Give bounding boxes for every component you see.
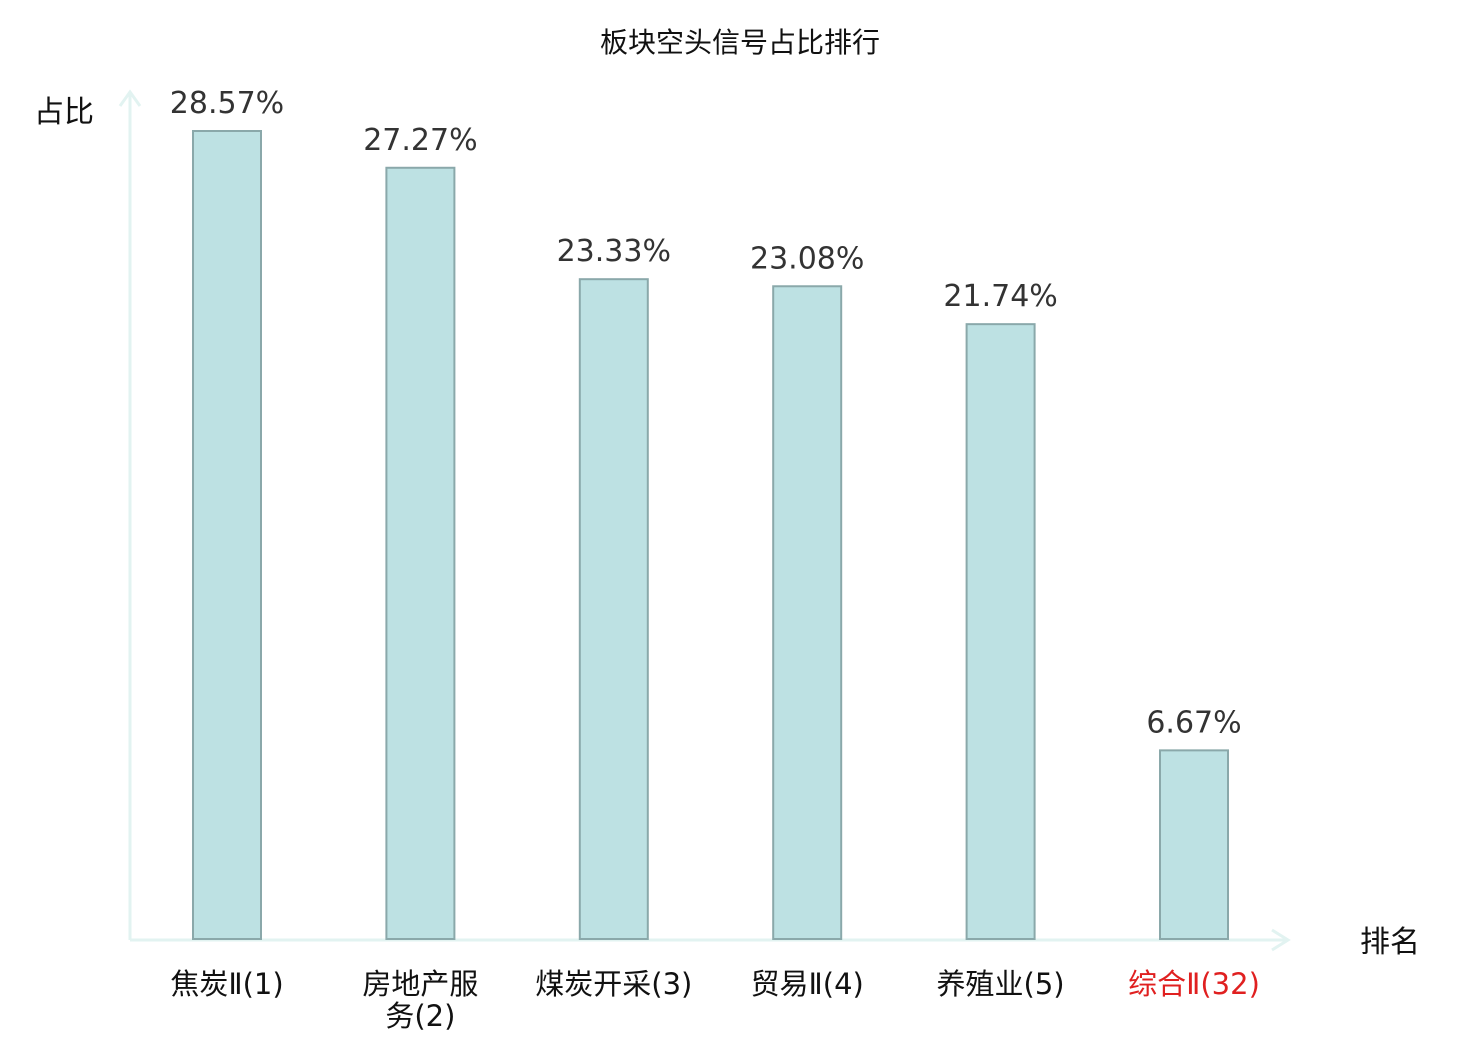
value-label-5: 21.74%: [943, 279, 1057, 314]
bar-2: [385, 166, 456, 941]
bar-3: [578, 278, 649, 941]
bar-1: [192, 130, 262, 940]
category-label-5: 养殖业(5): [937, 967, 1065, 1001]
value-label-3: 23.33%: [557, 234, 671, 269]
x-axis-arrow: [1271, 928, 1291, 952]
category-label-3: 煤炭开采(3): [535, 967, 692, 1001]
category-label-1: 焦炭Ⅱ(1): [170, 967, 283, 1001]
y-axis-arrow: [118, 89, 142, 107]
value-label-4: 23.08%: [750, 241, 864, 276]
value-label-6: 6.67%: [1146, 705, 1241, 740]
bar-4: [772, 285, 843, 940]
category-label-6: 综合Ⅱ(32): [1128, 967, 1260, 1001]
value-label-1: 28.57%: [170, 86, 284, 121]
value-label-2: 27.27%: [363, 123, 477, 158]
bar-6: [1159, 749, 1229, 941]
category-label-4: 贸易Ⅱ(4): [751, 967, 864, 1001]
x-axis-label: 排名: [1360, 925, 1420, 960]
category-label-2-line-1: 房地产服: [362, 967, 478, 1001]
category-label-2-line-2: 务(2): [385, 999, 455, 1033]
chart-title: 板块空头信号占比排行: [600, 26, 880, 59]
y-axis-label: 占比: [34, 95, 94, 130]
bar-5: [965, 323, 1036, 940]
